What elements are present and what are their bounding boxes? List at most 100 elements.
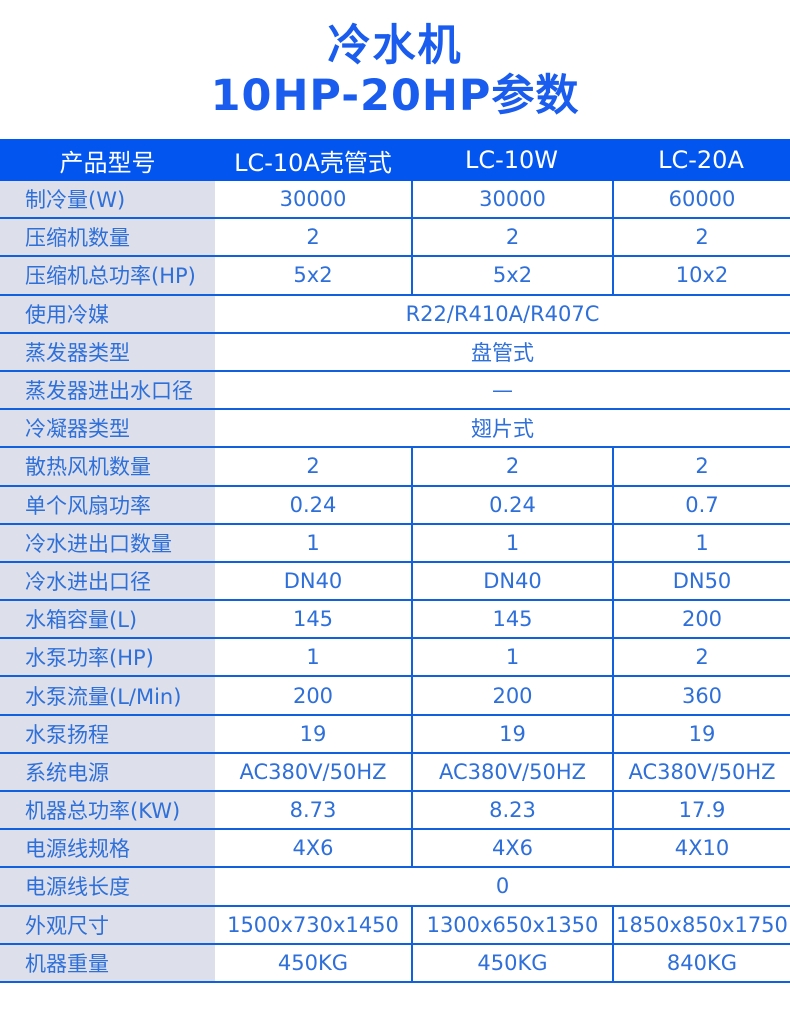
cell-value: AC380V/50HZ	[612, 753, 790, 790]
cell-value: 1300x650x1350	[411, 906, 612, 943]
cell-value: 17.9	[612, 792, 790, 829]
cell-value: 145	[215, 601, 411, 638]
row-label: 机器重量	[0, 944, 215, 981]
row-label: 冷水进出口数量	[0, 524, 215, 561]
table-row: 压缩机数量 2 2 2	[0, 217, 790, 256]
cell-value: AC380V/50HZ	[411, 753, 612, 790]
table-row: 冷水进出口径 DN40 DN40 DN50	[0, 560, 790, 600]
cell-value: 1	[411, 639, 612, 676]
cell-value: 2	[215, 448, 411, 485]
cell-value: 5x2	[215, 257, 411, 294]
cell-value: 60000	[612, 181, 790, 218]
table-row: 电源线规格 4X6 4X6 4X10	[0, 828, 790, 867]
cell-value: —	[215, 371, 790, 409]
cell-value: 0.24	[215, 486, 411, 523]
table-row: 蒸发器进出水口径 —	[0, 369, 790, 409]
header-cell-model-3: LC-20A	[658, 146, 744, 174]
cell-value: 450KG	[411, 944, 612, 981]
cell-value: 145	[411, 601, 612, 638]
cell-value: 0.7	[612, 486, 790, 523]
table-row: 散热风机数量 2 2 2	[0, 446, 790, 485]
cell-value: 19	[215, 715, 411, 752]
cell-value: 4X10	[612, 830, 790, 867]
row-label: 水泵扬程	[0, 715, 215, 752]
cell-value: 2	[612, 219, 790, 256]
cell-value: 2	[612, 448, 790, 485]
cell-value: 200	[411, 677, 612, 714]
cell-value: 翅片式	[215, 410, 790, 447]
row-label: 机器总功率(KW)	[0, 792, 215, 829]
cell-value: 30000	[215, 181, 411, 218]
cell-value: 0	[215, 868, 790, 905]
table-row: 蒸发器类型 盘管式	[0, 331, 790, 370]
cell-value: DN40	[215, 562, 411, 600]
table-row: 系统电源 AC380V/50HZ AC380V/50HZ AC380V/50HZ	[0, 751, 790, 790]
row-label: 使用冷媒	[0, 295, 215, 332]
cell-value: 盘管式	[215, 333, 790, 370]
row-label: 蒸发器类型	[0, 333, 215, 370]
row-label: 水泵流量(L/Min)	[0, 677, 215, 714]
table-row: 机器总功率(KW) 8.73 8.23 17.9	[0, 790, 790, 829]
table-row: 外观尺寸 1500x730x1450 1300x650x1350 1850x850x1…	[0, 904, 790, 943]
cell-value: 2	[215, 219, 411, 256]
table-row: 压缩机总功率(HP) 5x2 5x2 10x2	[0, 255, 790, 294]
cell-value: 2	[411, 448, 612, 485]
cell-value: 4X6	[215, 830, 411, 867]
cell-value: 19	[411, 715, 612, 752]
table-row: 冷凝器类型 翅片式	[0, 408, 790, 447]
page-title-line1: 冷水机	[327, 21, 463, 71]
spec-table: 产品型号 LC-10A壳管式 LC-10W LC-20A 制冷量(W) 30000…	[0, 139, 790, 983]
cell-value: 1	[215, 524, 411, 561]
table-row: 水泵功率(HP) 1 1 2	[0, 637, 790, 676]
cell-value: 5x2	[411, 257, 612, 294]
cell-value: 840KG	[612, 944, 790, 981]
cell-value: 0.24	[411, 486, 612, 523]
table-row: 水箱容量(L) 145 145 200	[0, 599, 790, 638]
row-label: 冷水进出口径	[0, 562, 215, 600]
table-row: 单个风扇功率 0.24 0.24 0.7	[0, 484, 790, 523]
cell-value: 30000	[411, 181, 612, 218]
cell-value: 19	[612, 715, 790, 752]
cell-value: 1500x730x1450	[215, 906, 411, 943]
row-label: 水泵功率(HP)	[0, 639, 215, 676]
cell-value: AC380V/50HZ	[215, 753, 411, 790]
row-label: 压缩机数量	[0, 219, 215, 256]
row-label: 散热风机数量	[0, 448, 215, 485]
header-cell-product-model: 产品型号	[59, 148, 156, 177]
cell-value: 2	[612, 639, 790, 676]
row-label: 单个风扇功率	[0, 486, 215, 523]
cell-value: 450KG	[215, 944, 411, 981]
table-row: 使用冷媒 R22/R410A/R407C	[0, 293, 790, 332]
cell-value: 200	[612, 601, 790, 638]
row-label: 电源线长度	[0, 868, 215, 905]
cell-value: 4X6	[411, 830, 612, 867]
cell-value: DN40	[411, 562, 612, 600]
cell-value: 1	[411, 524, 612, 561]
row-label: 冷凝器类型	[0, 410, 215, 447]
table-row: 机器重量 450KG 450KG 840KG	[0, 942, 790, 981]
row-label: 系统电源	[0, 753, 215, 790]
cell-value: 1	[612, 524, 790, 561]
row-label: 外观尺寸	[0, 906, 215, 943]
spec-table-body: 制冷量(W) 30000 30000 60000 压缩机数量 2 2 2 压缩机总功率(HP) 5…	[0, 181, 790, 983]
cell-value: 8.23	[411, 792, 612, 829]
cell-value: 8.73	[215, 792, 411, 829]
table-header-row: 产品型号 LC-10A壳管式 LC-10W LC-20A	[0, 139, 790, 181]
header-cell-model-1: LC-10A壳管式	[234, 148, 392, 177]
cell-value: DN50	[612, 562, 790, 600]
cell-value: 1	[215, 639, 411, 676]
cell-value: 200	[215, 677, 411, 714]
table-row: 冷水进出口数量 1 1 1	[0, 522, 790, 561]
header-cell-model-2: LC-10W	[464, 146, 559, 174]
table-row: 水泵流量(L/Min) 200 200 360	[0, 675, 790, 714]
cell-value: 10x2	[612, 257, 790, 294]
page-title-line2: 10HP-20HP参数	[210, 71, 580, 122]
table-row: 水泵扬程 19 19 19	[0, 713, 790, 752]
cell-value: R22/R410A/R407C	[215, 295, 790, 332]
page-title: 冷水机 10HP-20HP参数	[0, 0, 790, 120]
row-label: 蒸发器进出水口径	[0, 371, 215, 409]
cell-value: 1850x850x1750	[612, 906, 790, 943]
row-label: 压缩机总功率(HP)	[0, 257, 215, 294]
cell-value: 360	[612, 677, 790, 714]
table-row: 电源线长度 0	[0, 866, 790, 905]
